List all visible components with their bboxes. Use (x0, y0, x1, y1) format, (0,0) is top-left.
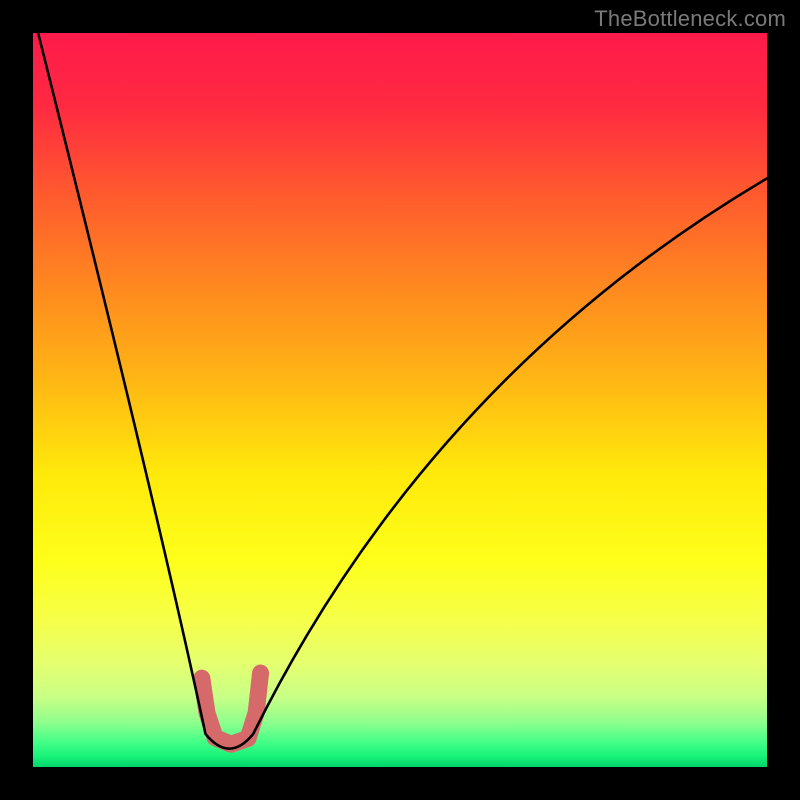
plot-area (33, 33, 767, 767)
gradient-background (33, 33, 767, 767)
chart-svg (33, 33, 767, 767)
watermark-text: TheBottleneck.com (594, 6, 786, 32)
